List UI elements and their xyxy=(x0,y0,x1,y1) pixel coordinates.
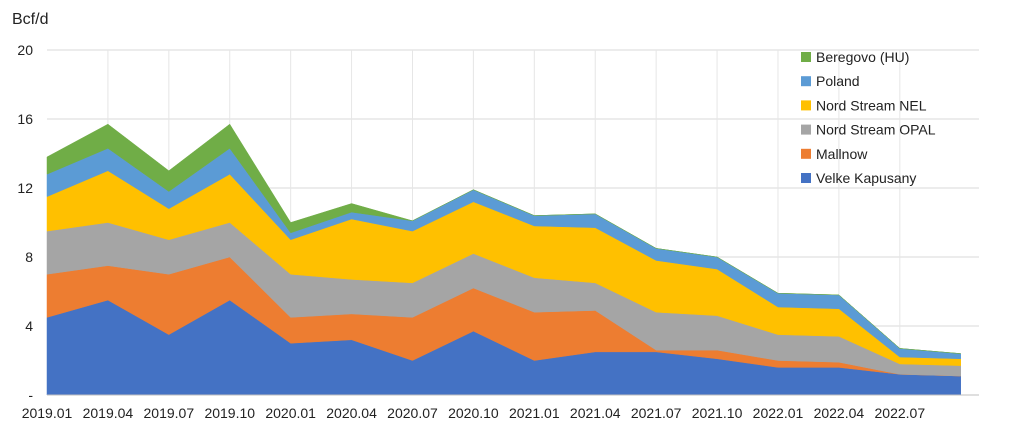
x-tick-label: 2020.07 xyxy=(387,405,438,421)
x-tick-label: 2019.07 xyxy=(144,405,195,421)
y-tick-label: 4 xyxy=(25,318,33,334)
legend-swatch xyxy=(801,124,811,135)
x-tick-labels: 2019.01 2019.04 2019.07 2019.10 2020.01 2020.… xyxy=(22,405,926,421)
y-tick-label: 8 xyxy=(25,249,33,265)
unit-label: Bcf/d xyxy=(12,11,48,28)
x-tick-label: 2019.01 xyxy=(22,405,73,421)
legend-swatch xyxy=(801,52,811,62)
legend-label: Velke Kapusany xyxy=(816,170,916,186)
legend-label: Mallnow xyxy=(816,146,868,162)
legend-swatch xyxy=(801,173,811,183)
y-tick-label: 12 xyxy=(17,180,33,196)
x-tick-label: 2021.07 xyxy=(631,405,682,421)
y-tick-label: 16 xyxy=(17,111,33,127)
x-tick-label: 2022.07 xyxy=(875,405,926,421)
legend-label: Nord Stream NEL xyxy=(816,97,927,113)
x-tick-label: 2021.01 xyxy=(509,405,560,421)
legend-swatch xyxy=(801,100,811,111)
x-tick-label: 2020.10 xyxy=(448,405,499,421)
x-tick-label: 2022.01 xyxy=(753,405,804,421)
y-tick-labels: - 4 8 12 16 20 xyxy=(17,42,33,403)
stacked-areas xyxy=(46,123,961,396)
legend-label: Nord Stream OPAL xyxy=(816,122,936,138)
x-tick-label: 2021.10 xyxy=(692,405,743,421)
x-tick-label: 2019.04 xyxy=(83,405,134,421)
x-tick-label: 2022.04 xyxy=(814,405,865,421)
x-tick-label: 2020.01 xyxy=(265,405,316,421)
y-tick-label: - xyxy=(28,387,33,403)
x-tick-label: 2019.10 xyxy=(204,405,255,421)
legend: Beregovo (HU) Poland Nord Stream NEL Nord S… xyxy=(801,49,936,186)
y-tick-label: 20 xyxy=(17,42,33,58)
legend-label: Poland xyxy=(816,73,860,89)
legend-swatch xyxy=(801,148,811,159)
legend-label: Beregovo (HU) xyxy=(816,49,909,65)
legend-swatch xyxy=(801,76,811,87)
x-tick-label: 2021.04 xyxy=(570,405,621,421)
x-tick-label: 2020.04 xyxy=(326,405,377,421)
area-beregovo-hu xyxy=(46,123,961,354)
